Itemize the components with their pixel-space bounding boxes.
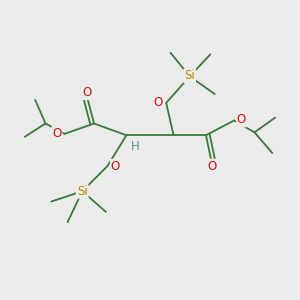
Text: O: O <box>82 86 91 99</box>
Text: O: O <box>207 160 217 173</box>
Text: Si: Si <box>184 69 195 82</box>
Text: O: O <box>111 160 120 173</box>
Text: O: O <box>153 96 163 109</box>
Text: O: O <box>237 113 246 127</box>
Text: H: H <box>131 140 140 153</box>
Text: O: O <box>52 127 62 140</box>
Text: Si: Si <box>77 185 88 198</box>
